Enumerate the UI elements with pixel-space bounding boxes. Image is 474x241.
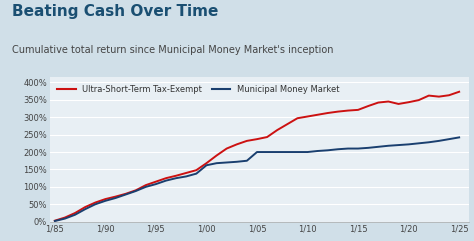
Text: Beating Cash Over Time: Beating Cash Over Time <box>12 4 218 19</box>
Legend: Ultra-Short-Term Tax-Exempt, Municipal Money Market: Ultra-Short-Term Tax-Exempt, Municipal M… <box>54 81 343 97</box>
Text: Cumulative total return since Municipal Money Market's inception: Cumulative total return since Municipal … <box>12 45 333 55</box>
